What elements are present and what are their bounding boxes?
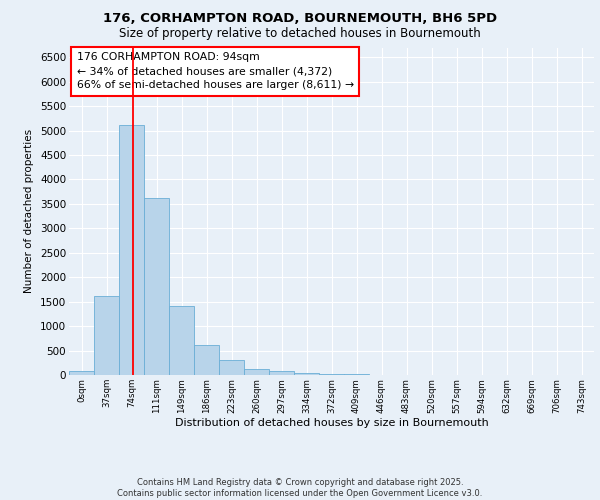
Bar: [69, 372, 94, 375]
Bar: [344, 374, 369, 375]
Bar: [294, 373, 319, 375]
Bar: [94, 296, 119, 375]
Bar: [119, 124, 144, 375]
Text: Size of property relative to detached houses in Bournemouth: Size of property relative to detached ho…: [119, 28, 481, 40]
Y-axis label: Number of detached properties: Number of detached properties: [25, 129, 34, 294]
Bar: [169, 306, 194, 375]
Bar: [194, 345, 219, 375]
Bar: [244, 368, 269, 375]
Text: Contains HM Land Registry data © Crown copyright and database right 2025.
Contai: Contains HM Land Registry data © Crown c…: [118, 478, 482, 498]
X-axis label: Distribution of detached houses by size in Bournemouth: Distribution of detached houses by size …: [175, 418, 488, 428]
Bar: [144, 198, 169, 375]
Bar: [269, 372, 294, 375]
Bar: [319, 374, 344, 375]
Text: 176, CORHAMPTON ROAD, BOURNEMOUTH, BH6 5PD: 176, CORHAMPTON ROAD, BOURNEMOUTH, BH6 5…: [103, 12, 497, 26]
Text: 176 CORHAMPTON ROAD: 94sqm
← 34% of detached houses are smaller (4,372)
66% of s: 176 CORHAMPTON ROAD: 94sqm ← 34% of deta…: [77, 52, 354, 90]
Bar: [219, 360, 244, 375]
